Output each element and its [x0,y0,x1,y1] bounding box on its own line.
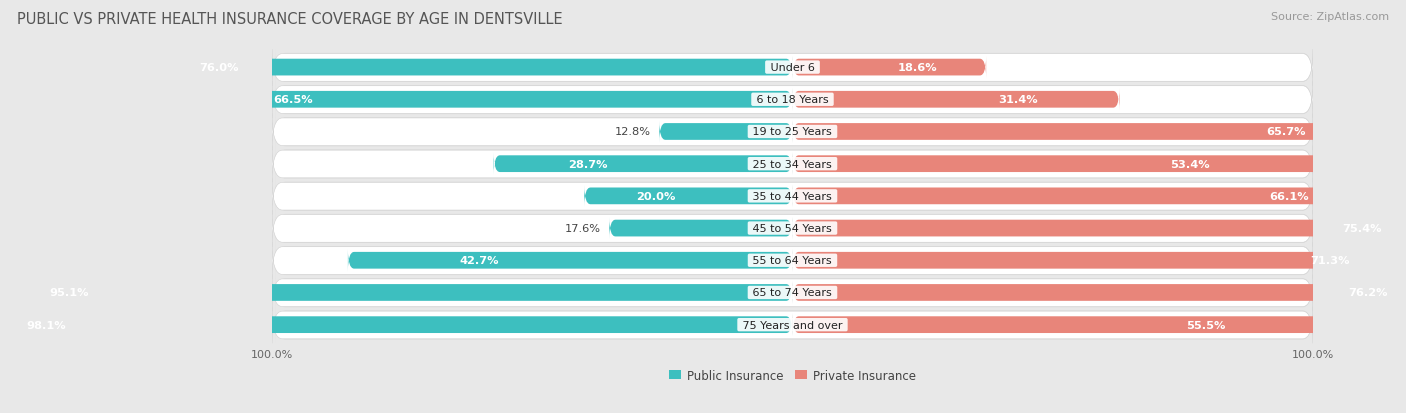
Text: 18.6%: 18.6% [898,63,938,73]
Text: 65.7%: 65.7% [1265,127,1306,137]
Text: 66.5%: 66.5% [273,95,312,105]
Text: 28.7%: 28.7% [568,159,607,169]
FancyBboxPatch shape [1,57,793,79]
FancyBboxPatch shape [659,121,793,143]
Text: 6 to 18 Years: 6 to 18 Years [754,95,832,105]
Text: 55 to 64 Years: 55 to 64 Years [749,256,835,266]
FancyBboxPatch shape [271,243,1313,279]
Text: 17.6%: 17.6% [565,223,600,233]
FancyBboxPatch shape [271,275,1313,311]
Text: Under 6: Under 6 [766,63,818,73]
Text: 75 Years and over: 75 Years and over [740,320,846,330]
Text: 45 to 54 Years: 45 to 54 Years [749,223,835,233]
FancyBboxPatch shape [100,89,793,111]
FancyBboxPatch shape [494,153,793,175]
FancyBboxPatch shape [585,185,793,207]
FancyBboxPatch shape [793,153,1348,175]
FancyBboxPatch shape [793,57,986,79]
FancyBboxPatch shape [271,50,1313,87]
FancyBboxPatch shape [609,218,793,240]
Text: 76.0%: 76.0% [200,63,239,73]
FancyBboxPatch shape [793,185,1406,207]
Text: 31.4%: 31.4% [998,95,1038,105]
Text: 66.1%: 66.1% [1270,191,1309,202]
FancyBboxPatch shape [271,114,1313,151]
FancyBboxPatch shape [793,314,1371,336]
FancyBboxPatch shape [271,178,1313,215]
FancyBboxPatch shape [276,83,1313,118]
FancyBboxPatch shape [276,308,1313,343]
FancyBboxPatch shape [276,147,1313,182]
Text: 98.1%: 98.1% [27,320,66,330]
FancyBboxPatch shape [793,250,1406,272]
FancyBboxPatch shape [0,282,793,304]
Text: 76.2%: 76.2% [1348,288,1388,298]
FancyBboxPatch shape [276,211,1313,247]
Text: PUBLIC VS PRIVATE HEALTH INSURANCE COVERAGE BY AGE IN DENTSVILLE: PUBLIC VS PRIVATE HEALTH INSURANCE COVER… [17,12,562,27]
Text: 20.0%: 20.0% [637,191,676,202]
FancyBboxPatch shape [271,211,1313,247]
FancyBboxPatch shape [793,282,1406,304]
FancyBboxPatch shape [793,218,1406,240]
FancyBboxPatch shape [276,50,1313,86]
Text: 25 to 34 Years: 25 to 34 Years [749,159,835,169]
Text: 55.5%: 55.5% [1187,320,1226,330]
Text: 95.1%: 95.1% [49,288,90,298]
Text: 53.4%: 53.4% [1170,159,1209,169]
Text: 65 to 74 Years: 65 to 74 Years [749,288,835,298]
FancyBboxPatch shape [276,243,1313,279]
Text: 75.4%: 75.4% [1341,223,1381,233]
FancyBboxPatch shape [271,307,1313,344]
FancyBboxPatch shape [276,115,1313,150]
FancyBboxPatch shape [793,121,1406,143]
Text: 19 to 25 Years: 19 to 25 Years [749,127,835,137]
Text: 35 to 44 Years: 35 to 44 Years [749,191,835,202]
FancyBboxPatch shape [276,179,1313,214]
FancyBboxPatch shape [276,275,1313,311]
FancyBboxPatch shape [347,250,793,272]
Text: Source: ZipAtlas.com: Source: ZipAtlas.com [1271,12,1389,22]
Text: 12.8%: 12.8% [614,127,651,137]
FancyBboxPatch shape [271,82,1313,119]
Text: 42.7%: 42.7% [458,256,499,266]
Legend: Public Insurance, Private Insurance: Public Insurance, Private Insurance [665,364,921,387]
FancyBboxPatch shape [271,146,1313,183]
Text: 71.3%: 71.3% [1310,256,1350,266]
FancyBboxPatch shape [793,89,1119,111]
FancyBboxPatch shape [0,314,793,336]
